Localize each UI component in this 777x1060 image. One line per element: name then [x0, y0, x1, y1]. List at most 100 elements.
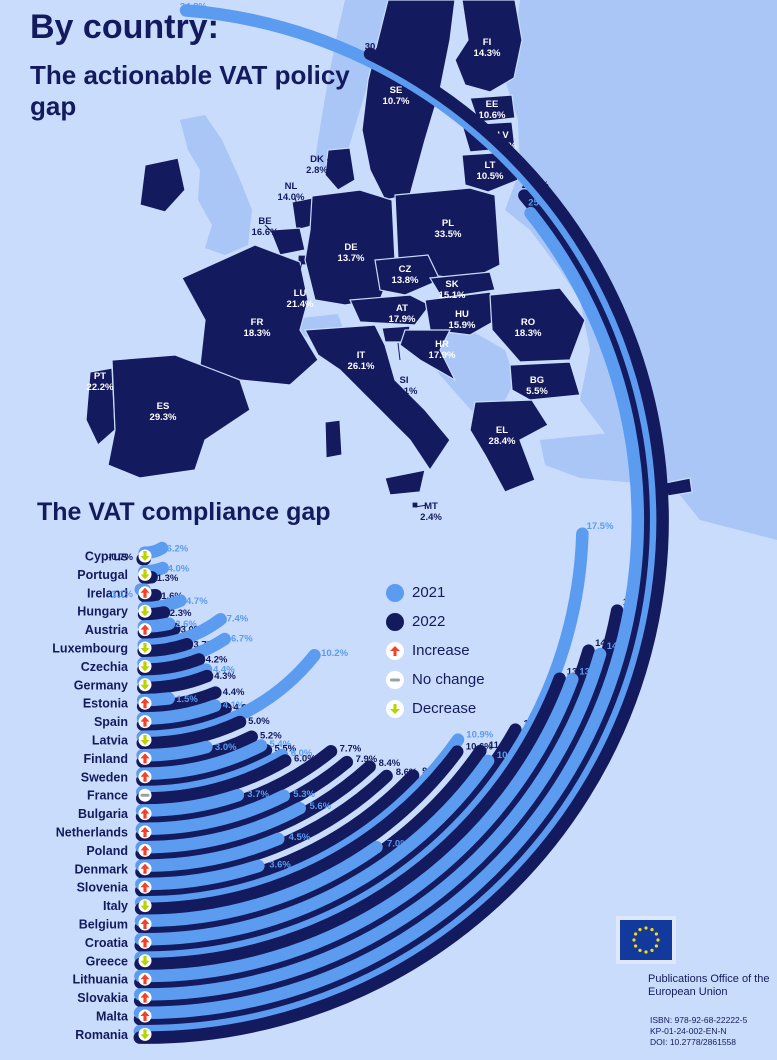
bar-y2022-france [135, 754, 292, 805]
country-label: Denmark [75, 862, 129, 876]
map-label-code: IE [156, 184, 165, 195]
map-label-code: PT [94, 371, 106, 382]
bar-y2022-belgium [134, 744, 487, 934]
bar-y2021-poland [135, 802, 306, 854]
chart-row-finland: Finland 3.0% 5.2% [84, 730, 282, 768]
map-label-value: 22.2% [87, 382, 114, 393]
compliance-gap-title: The VAT compliance gap [37, 498, 331, 526]
map-background-land [180, 0, 777, 540]
value-label-2021: 4.4% [213, 664, 235, 675]
bar-y2021-slovakia [134, 647, 607, 1001]
map-label-code: LT [485, 160, 496, 171]
value-label-2022: 2.3% [170, 608, 192, 619]
europe-map: FI 14.3%SE 10.7% EE 10.6%LV 11.5%LT 10.5%DK 2.8… [85, 0, 777, 540]
map-label-hr: HR 17.9% [429, 339, 456, 361]
map-label-value: 16.6% [252, 227, 279, 238]
arrow-up-icon [138, 843, 152, 857]
chart-row-romania: Romania 34.8% 30.6% [75, 2, 669, 1044]
value-label-2022: 30.6% [365, 42, 392, 53]
bar-y2021-italy [134, 733, 465, 909]
map-label-code: BG [530, 375, 544, 386]
arrow-up-icon [138, 991, 152, 1005]
map-label-code: SI [400, 375, 409, 386]
arrow-down-icon [138, 659, 152, 673]
value-label-2021: 5.4% [270, 739, 292, 750]
map-label-value: 29.3% [150, 412, 177, 423]
value-label-2022: 8.4% [379, 758, 401, 769]
arrow-up-icon [138, 825, 152, 839]
region-bg [509, 361, 581, 401]
bar-y2021-denmark [135, 832, 285, 872]
map-label-it: IT 26.1% [348, 350, 375, 372]
balkans-land [418, 330, 515, 420]
legend-2022: 2022 [386, 607, 485, 636]
legend-decrease-label: Decrease [412, 700, 477, 717]
value-label-2022: 7.9% [356, 754, 378, 765]
map-label-value: 18.3% [244, 328, 271, 339]
chart-row-czechia: Czechia 6.7%4.2% [81, 632, 253, 676]
chart-row-estonia: Estonia 1.5% 4.4% [83, 686, 245, 713]
chart-row-germany: Germany 4.4%4.3% [74, 663, 236, 695]
region-it-sicily [384, 469, 426, 496]
chart-row-netherlands: Netherlands 5.3% 7.9% [56, 754, 378, 842]
map-label-code: NL [285, 181, 298, 192]
map-label-code: DE [344, 242, 357, 253]
bar-y2022-lithuania [134, 644, 595, 989]
region-hr [399, 329, 457, 382]
map-label-el: EL 28.4% [489, 425, 516, 447]
value-label-2022: 5.0% [248, 716, 270, 727]
arrow-up-icon [138, 715, 152, 729]
map-label-es: ES 29.3% [150, 401, 177, 423]
map-subtitle: The actionable VAT policy gap [30, 60, 350, 121]
bar-y2021-malta [133, 206, 645, 1020]
country-label: Hungary [77, 605, 128, 619]
map-label-nl: NL 14.0% [278, 181, 305, 203]
arrow-up-icon [138, 696, 152, 710]
region-dk [324, 147, 356, 191]
chart-row-portugal: Portugal 4.0%1.3% [77, 561, 190, 584]
country-label: Spain [94, 715, 128, 729]
value-label-2022: 5.2% [260, 731, 282, 742]
map-label-code: BE [258, 216, 271, 227]
map-label-code: SE [390, 85, 403, 96]
map-label-value: 2.8% [306, 165, 328, 176]
region-fr [181, 244, 319, 386]
arrow-up-icon [386, 641, 404, 660]
value-label-2022: -0.7% [108, 552, 133, 563]
map-label-se: SE 10.7% [383, 85, 410, 107]
value-label-2021: 10.2% [321, 648, 348, 659]
country-label: Belgium [79, 918, 128, 932]
arrow-up-icon [138, 1009, 152, 1023]
map-label-value: 15.1% [439, 290, 466, 301]
region-es [107, 354, 251, 479]
value-label-2021: 4.1% [223, 700, 245, 711]
publisher-name: Publications Office of the European Unio… [648, 973, 770, 998]
bar-y2021-belgium [134, 840, 383, 928]
map-eu-countries [85, 0, 693, 509]
arrow-up-icon [138, 972, 152, 986]
legend-2022-label: 2022 [412, 613, 446, 630]
arrow-up-icon [138, 862, 152, 876]
value-label-2021: 4.5% [289, 832, 311, 843]
value-label-2021: 6.0% [291, 748, 313, 759]
map-label-value: 10.7% [383, 96, 410, 107]
value-label-2021: 34.8% [180, 2, 207, 13]
region-be [269, 227, 306, 256]
map-label-code: RO [521, 317, 535, 328]
map-label-value: 21.1% [391, 386, 418, 397]
map-label-code: CZ [399, 264, 412, 275]
country-label: Czechia [81, 660, 129, 674]
value-label-2021: 7.4% [227, 614, 249, 625]
arrow-up-icon [138, 880, 152, 894]
region-sk [428, 271, 496, 299]
isbn: ISBN: 978-92-68-22222-5 [650, 1015, 748, 1025]
country-label: Estonia [83, 697, 129, 711]
map-label-lt: LT 10.5% [477, 160, 504, 182]
map-label-value: 17.0% [147, 195, 174, 206]
map-label-value: 28.4% [489, 436, 516, 447]
bar-y2021-france [136, 748, 289, 799]
value-label-2021: 4.7% [186, 596, 208, 607]
